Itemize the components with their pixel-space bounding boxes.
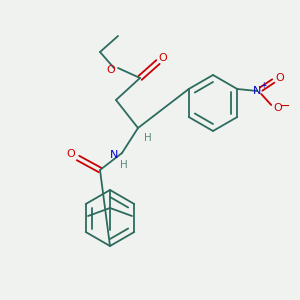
Text: H: H <box>144 133 152 143</box>
Text: O: O <box>276 73 285 83</box>
Text: N: N <box>253 86 261 96</box>
Text: O: O <box>274 103 283 113</box>
Text: H: H <box>120 160 128 170</box>
Text: O: O <box>106 65 116 75</box>
Text: O: O <box>159 53 167 63</box>
Text: −: − <box>280 100 290 112</box>
Text: N: N <box>110 150 118 160</box>
Text: O: O <box>67 149 75 159</box>
Text: +: + <box>260 82 266 91</box>
